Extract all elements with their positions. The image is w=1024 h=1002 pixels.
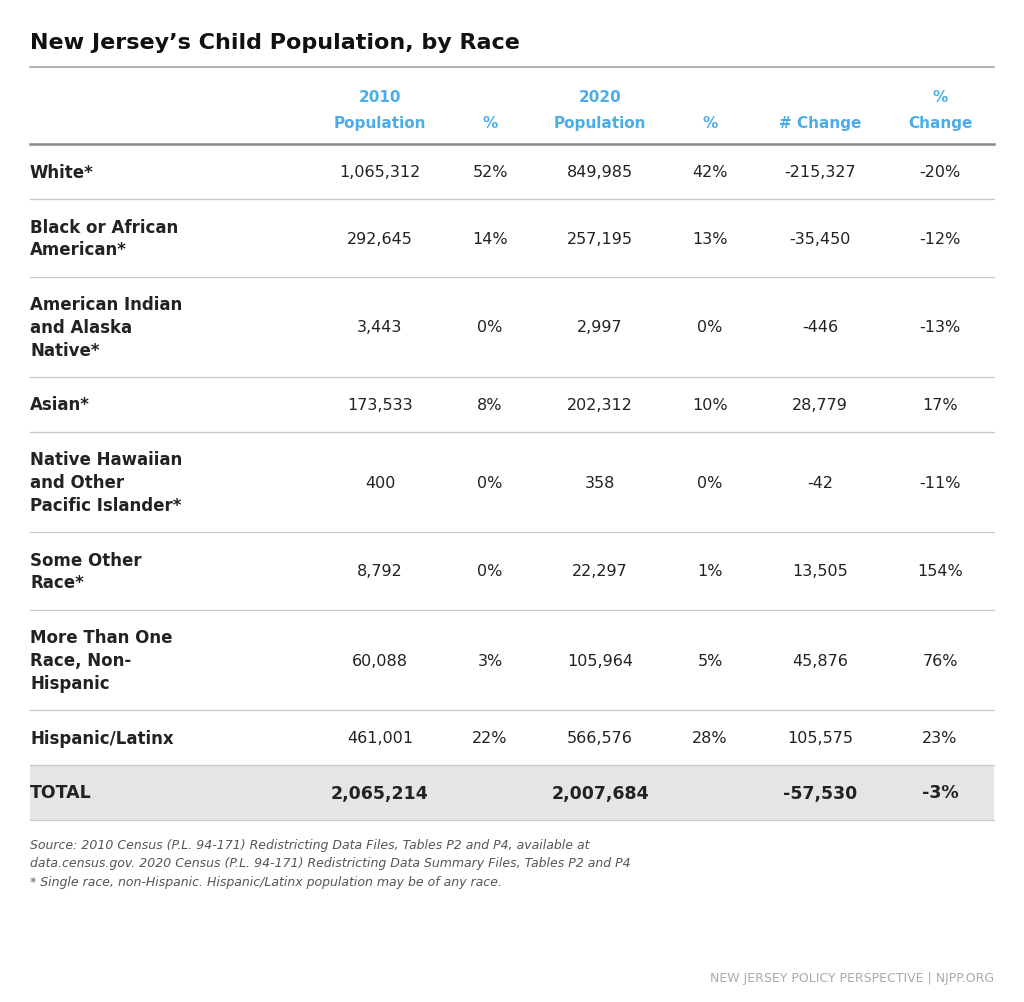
Text: NEW JERSEY POLICY PERSPECTIVE | NJPP.ORG: NEW JERSEY POLICY PERSPECTIVE | NJPP.ORG	[710, 971, 994, 984]
Text: 0%: 0%	[477, 321, 503, 335]
Text: 3,443: 3,443	[357, 321, 402, 335]
Text: Asian*: Asian*	[30, 396, 90, 414]
Text: 2020: 2020	[579, 89, 622, 104]
Text: %: %	[702, 115, 718, 130]
Text: -12%: -12%	[920, 231, 961, 246]
Text: Source: 2010 Census (P.L. 94-171) Redistricting Data Files, Tables P2 and P4, av: Source: 2010 Census (P.L. 94-171) Redist…	[30, 838, 631, 888]
Text: 22,297: 22,297	[572, 564, 628, 579]
Text: 202,312: 202,312	[567, 398, 633, 413]
Bar	[30, 766, 994, 821]
Text: 3%: 3%	[477, 653, 503, 668]
Text: 23%: 23%	[923, 730, 957, 745]
Text: 60,088: 60,088	[352, 653, 408, 668]
Text: 400: 400	[365, 475, 395, 490]
Text: 0%: 0%	[697, 475, 723, 490]
Text: -42: -42	[807, 475, 833, 490]
Text: 105,964: 105,964	[567, 653, 633, 668]
Text: 849,985: 849,985	[567, 165, 633, 179]
Text: 292,645: 292,645	[347, 231, 413, 246]
Text: -20%: -20%	[920, 165, 961, 179]
Text: Black or African
American*: Black or African American*	[30, 218, 178, 260]
Text: 0%: 0%	[477, 475, 503, 490]
Text: 2010: 2010	[358, 89, 401, 104]
Text: 5%: 5%	[697, 653, 723, 668]
Text: 14%: 14%	[472, 231, 508, 246]
Text: 566,576: 566,576	[567, 730, 633, 745]
Text: %: %	[933, 89, 947, 104]
Text: -11%: -11%	[920, 475, 961, 490]
Text: 0%: 0%	[477, 564, 503, 579]
Text: More Than One
Race, Non-
Hispanic: More Than One Race, Non- Hispanic	[30, 628, 172, 692]
Text: 358: 358	[585, 475, 615, 490]
Text: 22%: 22%	[472, 730, 508, 745]
Text: Hispanic/Latinx: Hispanic/Latinx	[30, 728, 174, 746]
Text: 173,533: 173,533	[347, 398, 413, 413]
Text: 154%: 154%	[918, 564, 963, 579]
Text: 28%: 28%	[692, 730, 728, 745]
Text: 1%: 1%	[697, 564, 723, 579]
Text: -3%: -3%	[922, 784, 958, 802]
Text: 2,065,214: 2,065,214	[331, 784, 429, 802]
Text: 76%: 76%	[923, 653, 957, 668]
Text: # Change: # Change	[779, 115, 861, 130]
Text: 8,792: 8,792	[357, 564, 402, 579]
Text: 42%: 42%	[692, 165, 728, 179]
Text: 8%: 8%	[477, 398, 503, 413]
Text: American Indian
and Alaska
Native*: American Indian and Alaska Native*	[30, 296, 182, 360]
Text: TOTAL: TOTAL	[30, 784, 92, 802]
Text: 52%: 52%	[472, 165, 508, 179]
Text: Native Hawaiian
and Other
Pacific Islander*: Native Hawaiian and Other Pacific Island…	[30, 451, 182, 514]
Text: -35,450: -35,450	[790, 231, 851, 246]
Text: New Jersey’s Child Population, by Race: New Jersey’s Child Population, by Race	[30, 33, 520, 53]
Text: Population: Population	[554, 115, 646, 130]
Text: 17%: 17%	[923, 398, 957, 413]
Text: Some Other
Race*: Some Other Race*	[30, 551, 141, 592]
Text: 28,779: 28,779	[792, 398, 848, 413]
Text: 45,876: 45,876	[792, 653, 848, 668]
Text: White*: White*	[30, 163, 94, 181]
Text: 461,001: 461,001	[347, 730, 413, 745]
Text: -13%: -13%	[920, 321, 961, 335]
Text: 257,195: 257,195	[567, 231, 633, 246]
Text: 0%: 0%	[697, 321, 723, 335]
Text: -215,327: -215,327	[784, 165, 856, 179]
Text: -57,530: -57,530	[783, 784, 857, 802]
Text: Population: Population	[334, 115, 426, 130]
Text: 10%: 10%	[692, 398, 728, 413]
Text: 2,007,684: 2,007,684	[551, 784, 649, 802]
Text: Change: Change	[908, 115, 972, 130]
Text: 1,065,312: 1,065,312	[339, 165, 421, 179]
Text: 13,505: 13,505	[793, 564, 848, 579]
Text: -446: -446	[802, 321, 838, 335]
Text: 2,997: 2,997	[578, 321, 623, 335]
Text: %: %	[482, 115, 498, 130]
Text: 105,575: 105,575	[787, 730, 853, 745]
Text: 13%: 13%	[692, 231, 728, 246]
